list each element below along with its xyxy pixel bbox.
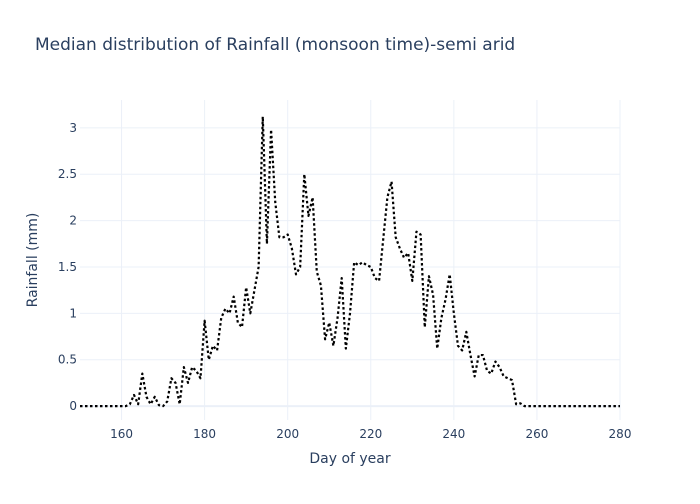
rainfall-series-line [80,115,620,408]
y-tick-label: 1 [69,306,77,320]
x-tick-label: 260 [525,427,548,441]
y-tick-label: 2.5 [58,167,77,181]
y-axis-label: Rainfall (mm) [25,213,41,308]
y-tick-label: 1.5 [58,260,77,274]
series-layer [80,115,620,408]
y-tick-label: 0 [69,399,77,413]
y-tick-label: 2 [69,214,77,228]
x-tick-label: 220 [359,427,382,441]
x-tick-label: 160 [110,427,133,441]
y-tick-label: 0.5 [58,353,77,367]
x-tick-label: 180 [193,427,216,441]
grid-lines [80,100,621,420]
x-tick-label: 280 [609,427,632,441]
x-axis-ticks: 160 180 200 220 240 260 280 [110,427,631,441]
y-tick-label: 3 [69,121,77,135]
chart-title: Median distribution of Rainfall (monsoon… [35,35,515,55]
x-tick-label: 240 [442,427,465,441]
x-tick-label: 200 [276,427,299,441]
y-axis-ticks: 0 0.5 1 1.5 2 2.5 3 [58,121,77,413]
x-axis-label: Day of year [309,451,391,467]
